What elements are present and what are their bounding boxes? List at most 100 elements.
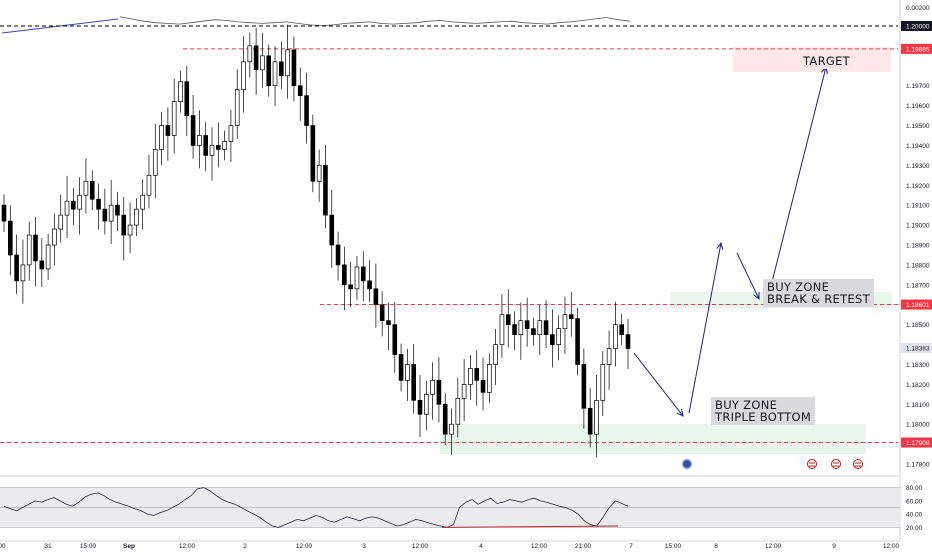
projection-arrow-target (769, 66, 827, 291)
candle (505, 314, 511, 325)
candle (512, 324, 517, 335)
candle (587, 407, 593, 435)
candle (493, 344, 498, 365)
time-axis-label: 9 (832, 543, 836, 550)
candle (184, 81, 190, 116)
time-axis-label: 8 (714, 543, 718, 550)
flag-event-icon (831, 459, 841, 469)
candle (203, 135, 209, 156)
buy-zone-retest-line1: BUY ZONE (767, 280, 830, 294)
candle (562, 314, 568, 329)
time-axis-label: 15:00 (665, 543, 682, 550)
candle (14, 254, 19, 282)
candle (360, 266, 366, 282)
candle (304, 95, 309, 126)
price-tag-label-resistance_level: 1.20000 (906, 23, 930, 30)
projection-arrow-retest (736, 252, 760, 300)
candle (373, 288, 379, 306)
rsi-tick-label: 60.00 (906, 498, 923, 505)
buy-zone-bottom-line2: TRIPLE BOTTOM (715, 410, 812, 424)
target-label: TARGET (800, 53, 853, 69)
price-tick-label: 1.18200 (906, 382, 930, 389)
candle (39, 260, 45, 270)
rsi-tick-label: 80.00 (906, 485, 923, 492)
oscillator-tick-label: 0.00200 (906, 5, 930, 12)
candle (1, 204, 7, 222)
candle (241, 61, 246, 91)
candle (423, 393, 429, 415)
candle (537, 320, 543, 335)
time-axis-label: 15:00 (80, 543, 97, 550)
candle (606, 348, 612, 365)
candle (89, 180, 95, 200)
candle (197, 135, 202, 146)
time-axis-label: 3 (362, 543, 366, 550)
projection-arrow-up (688, 242, 722, 414)
candle (499, 314, 505, 345)
price-tag-breakout_level (901, 299, 932, 310)
rsi-line (3, 487, 629, 528)
price-tick-label: 1.18100 (906, 402, 930, 409)
price-tick-label: 1.19100 (906, 203, 930, 210)
candle (594, 399, 599, 435)
candle (613, 324, 618, 349)
rsi-tick-label: 20.00 (906, 525, 923, 532)
candle (209, 145, 215, 156)
candle (398, 354, 404, 381)
price-tick-label: 1.18000 (906, 422, 930, 429)
time-axis-label: 21:00 (575, 543, 592, 550)
price-tick-label: 1.19300 (906, 163, 930, 170)
candle (291, 49, 297, 87)
candle (323, 165, 328, 216)
candle (247, 45, 253, 63)
candle (159, 125, 164, 150)
candle (272, 61, 278, 87)
candle (171, 101, 177, 136)
candle (77, 194, 82, 210)
projection-arrow-up-head (716, 241, 724, 250)
candle (354, 266, 360, 290)
candle (436, 380, 442, 405)
candle (518, 320, 524, 335)
candle (575, 318, 580, 365)
candle (127, 224, 133, 236)
candle (367, 280, 372, 290)
price-tick-label: 1.19700 (906, 83, 930, 90)
candle (234, 89, 240, 126)
buy-zone-bottom-label: BUY ZONE TRIPLE BOTTOM (711, 397, 816, 425)
triple-bottom-zone (440, 424, 866, 454)
candle (310, 125, 316, 182)
event-icon (681, 458, 693, 470)
candle (115, 204, 120, 216)
candle (178, 81, 183, 102)
buy-zone-retest-line2: BREAK & RETEST (767, 292, 870, 306)
candle (228, 125, 234, 142)
candle (222, 141, 227, 150)
candle (386, 320, 391, 325)
price-tick-label: 1.19400 (906, 143, 930, 150)
candle (152, 149, 158, 176)
candle (531, 328, 536, 335)
buy-zone-retest-label: BUY ZONE BREAK & RETEST (763, 279, 874, 307)
candle (260, 55, 265, 71)
time-axis-label: 4 (479, 543, 483, 550)
time-axis-label: 12:00 (531, 543, 548, 550)
price-tick-label: 1.18300 (906, 362, 930, 369)
candle (487, 364, 492, 393)
projection-arrow-down-head (676, 409, 684, 417)
candle (121, 214, 127, 236)
candle (474, 368, 480, 381)
price-tick-label: 1.18900 (906, 243, 930, 250)
candle (71, 200, 76, 210)
time-axis-label: 12:00 (412, 543, 429, 550)
projection-arrow-down (633, 352, 684, 417)
candle (348, 284, 353, 290)
price-tag-label-current_price: 1.18383 (906, 345, 930, 352)
price-tag-label-target_level: 1.19885 (906, 46, 930, 53)
price-tick-label: 1.19000 (906, 223, 930, 230)
time-axis-label: 12:00 (179, 543, 196, 550)
candle (83, 180, 89, 196)
price-tag-support_level (901, 437, 932, 448)
